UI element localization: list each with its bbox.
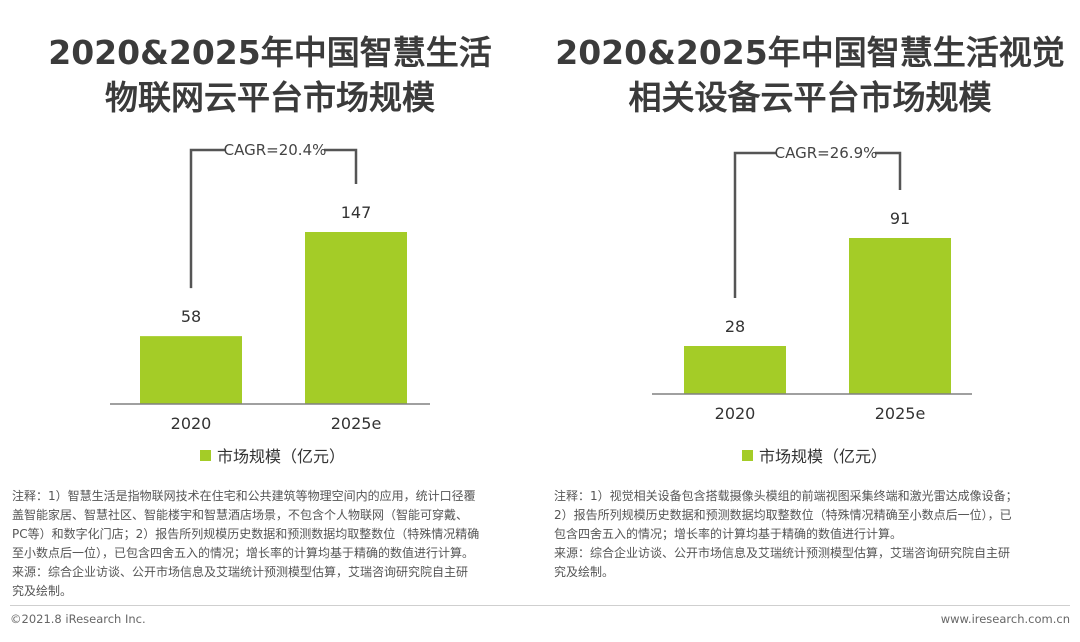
right-bar-2025e [849, 238, 951, 394]
right-category-label: 2025e [875, 404, 926, 423]
left-data-label: 147 [341, 203, 372, 222]
left-title-line-2: 物联网云平台市场规模 [105, 78, 435, 117]
right-legend-swatch [742, 450, 753, 461]
right-note-line: 2）报告所列规模历史数据和预测数据均取整数位（特殊情况精确至小数点后一位），已 [554, 508, 1012, 522]
right-chart-title: 2020&2025年中国智慧生活视觉 相关设备云平台市场规模 [540, 30, 1080, 120]
left-note-line: 究及绘制。 [12, 584, 73, 598]
left-category-label: 2020 [171, 414, 212, 433]
left-cagr-label: CAGR=20.4% [224, 141, 327, 159]
left-legend: 市场规模（亿元） [200, 443, 345, 467]
right-cagr-label: CAGR=26.9% [775, 144, 878, 162]
left-note-line: PC等）和数字化门店；2）报告所列规模历史数据和预测数据均取整数位（特殊情况精确 [12, 527, 480, 541]
left-notes: 注释：1）智慧生活是指物联网技术在住宅和公共建筑等物理空间内的应用，统计口径覆 … [12, 487, 532, 601]
right-bar-2020 [684, 346, 786, 394]
left-category-label: 2025e [331, 414, 382, 433]
footer-website: www.iresearch.com.cn [940, 612, 1070, 626]
right-note-line: 注释：1）视觉相关设备包含搭载摄像头模组的前端视图采集终端和激光雷达成像设备； [554, 489, 1018, 503]
footer-divider [10, 605, 1070, 606]
right-cagr-bracket [733, 151, 902, 298]
right-bar-chart: 28 2020 91 2025e CAGR=26.9% [652, 144, 972, 423]
right-legend: 市场规模（亿元） [742, 443, 887, 467]
right-note-line: 来源：综合企业访谈、公开市场信息及艾瑞统计预测模型估算，艾瑞咨询研究院自主研 [554, 546, 1011, 560]
left-bar-2020 [140, 336, 242, 404]
left-chart-title: 2020&2025年中国智慧生活 物联网云平台市场规模 [0, 30, 540, 120]
left-bar-2025e [305, 232, 407, 404]
right-data-label: 91 [890, 209, 910, 228]
left-cagr-bracket [189, 148, 358, 289]
right-note-line: 究及绘制。 [554, 565, 615, 579]
left-data-label: 58 [181, 307, 201, 326]
left-note-line: 来源：综合企业访谈、公开市场信息及艾瑞统计预测模型估算，艾瑞咨询研究院自主研 [12, 565, 469, 579]
footer-copyright: ©2021.8 iResearch Inc. [10, 612, 146, 626]
right-chart-panel: 2020&2025年中国智慧生活视觉 相关设备云平台市场规模 28 2020 91 2… [540, 0, 1080, 600]
right-notes: 注释：1）视觉相关设备包含搭载摄像头模组的前端视图采集终端和激光雷达成像设备； … [554, 487, 1074, 582]
left-chart-panel: 2020&2025年中国智慧生活 物联网云平台市场规模 58 2020 147 202… [0, 0, 540, 600]
right-category-label: 2020 [715, 404, 756, 423]
left-legend-swatch [200, 450, 211, 461]
left-legend-label: 市场规模（亿元） [217, 447, 346, 466]
right-legend-label: 市场规模（亿元） [759, 447, 888, 466]
left-title-line-1: 2020&2025年中国智慧生活 [48, 33, 492, 72]
left-note-line: 至小数点后一位），已包含四舍五入的情况；增长率的计算均基于精确的数值进行计算。 [12, 546, 475, 560]
left-note-line: 盖智能家居、智慧社区、智能楼宇和智慧酒店场景，不包含个人物联网（智能可穿戴、 [12, 508, 469, 522]
right-title-line-1: 2020&2025年中国智慧生活视觉 [555, 33, 1065, 72]
right-title-line-2: 相关设备云平台市场规模 [628, 78, 992, 117]
left-bar-chart: 58 2020 147 2025e CAGR=20.4% [110, 141, 430, 433]
right-data-label: 28 [725, 317, 745, 336]
left-note-line: 注释：1）智慧生活是指物联网技术在住宅和公共建筑等物理空间内的应用，统计口径覆 [12, 489, 476, 503]
right-note-line: 包含四舍五入的情况；增长率的计算均基于精确的数值进行计算。 [554, 527, 903, 541]
